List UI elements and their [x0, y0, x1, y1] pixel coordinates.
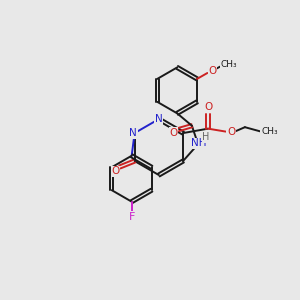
Text: O: O [204, 103, 212, 112]
Text: F: F [128, 212, 135, 222]
Text: O: O [227, 127, 235, 136]
Text: O: O [169, 128, 178, 138]
Text: O: O [208, 66, 217, 76]
Text: N: N [129, 128, 137, 138]
Text: CH₃: CH₃ [220, 60, 237, 69]
Text: H: H [202, 133, 210, 142]
Text: N: N [155, 114, 163, 124]
Text: O: O [111, 166, 120, 176]
Text: NH: NH [190, 138, 206, 148]
Text: CH₃: CH₃ [261, 127, 278, 136]
